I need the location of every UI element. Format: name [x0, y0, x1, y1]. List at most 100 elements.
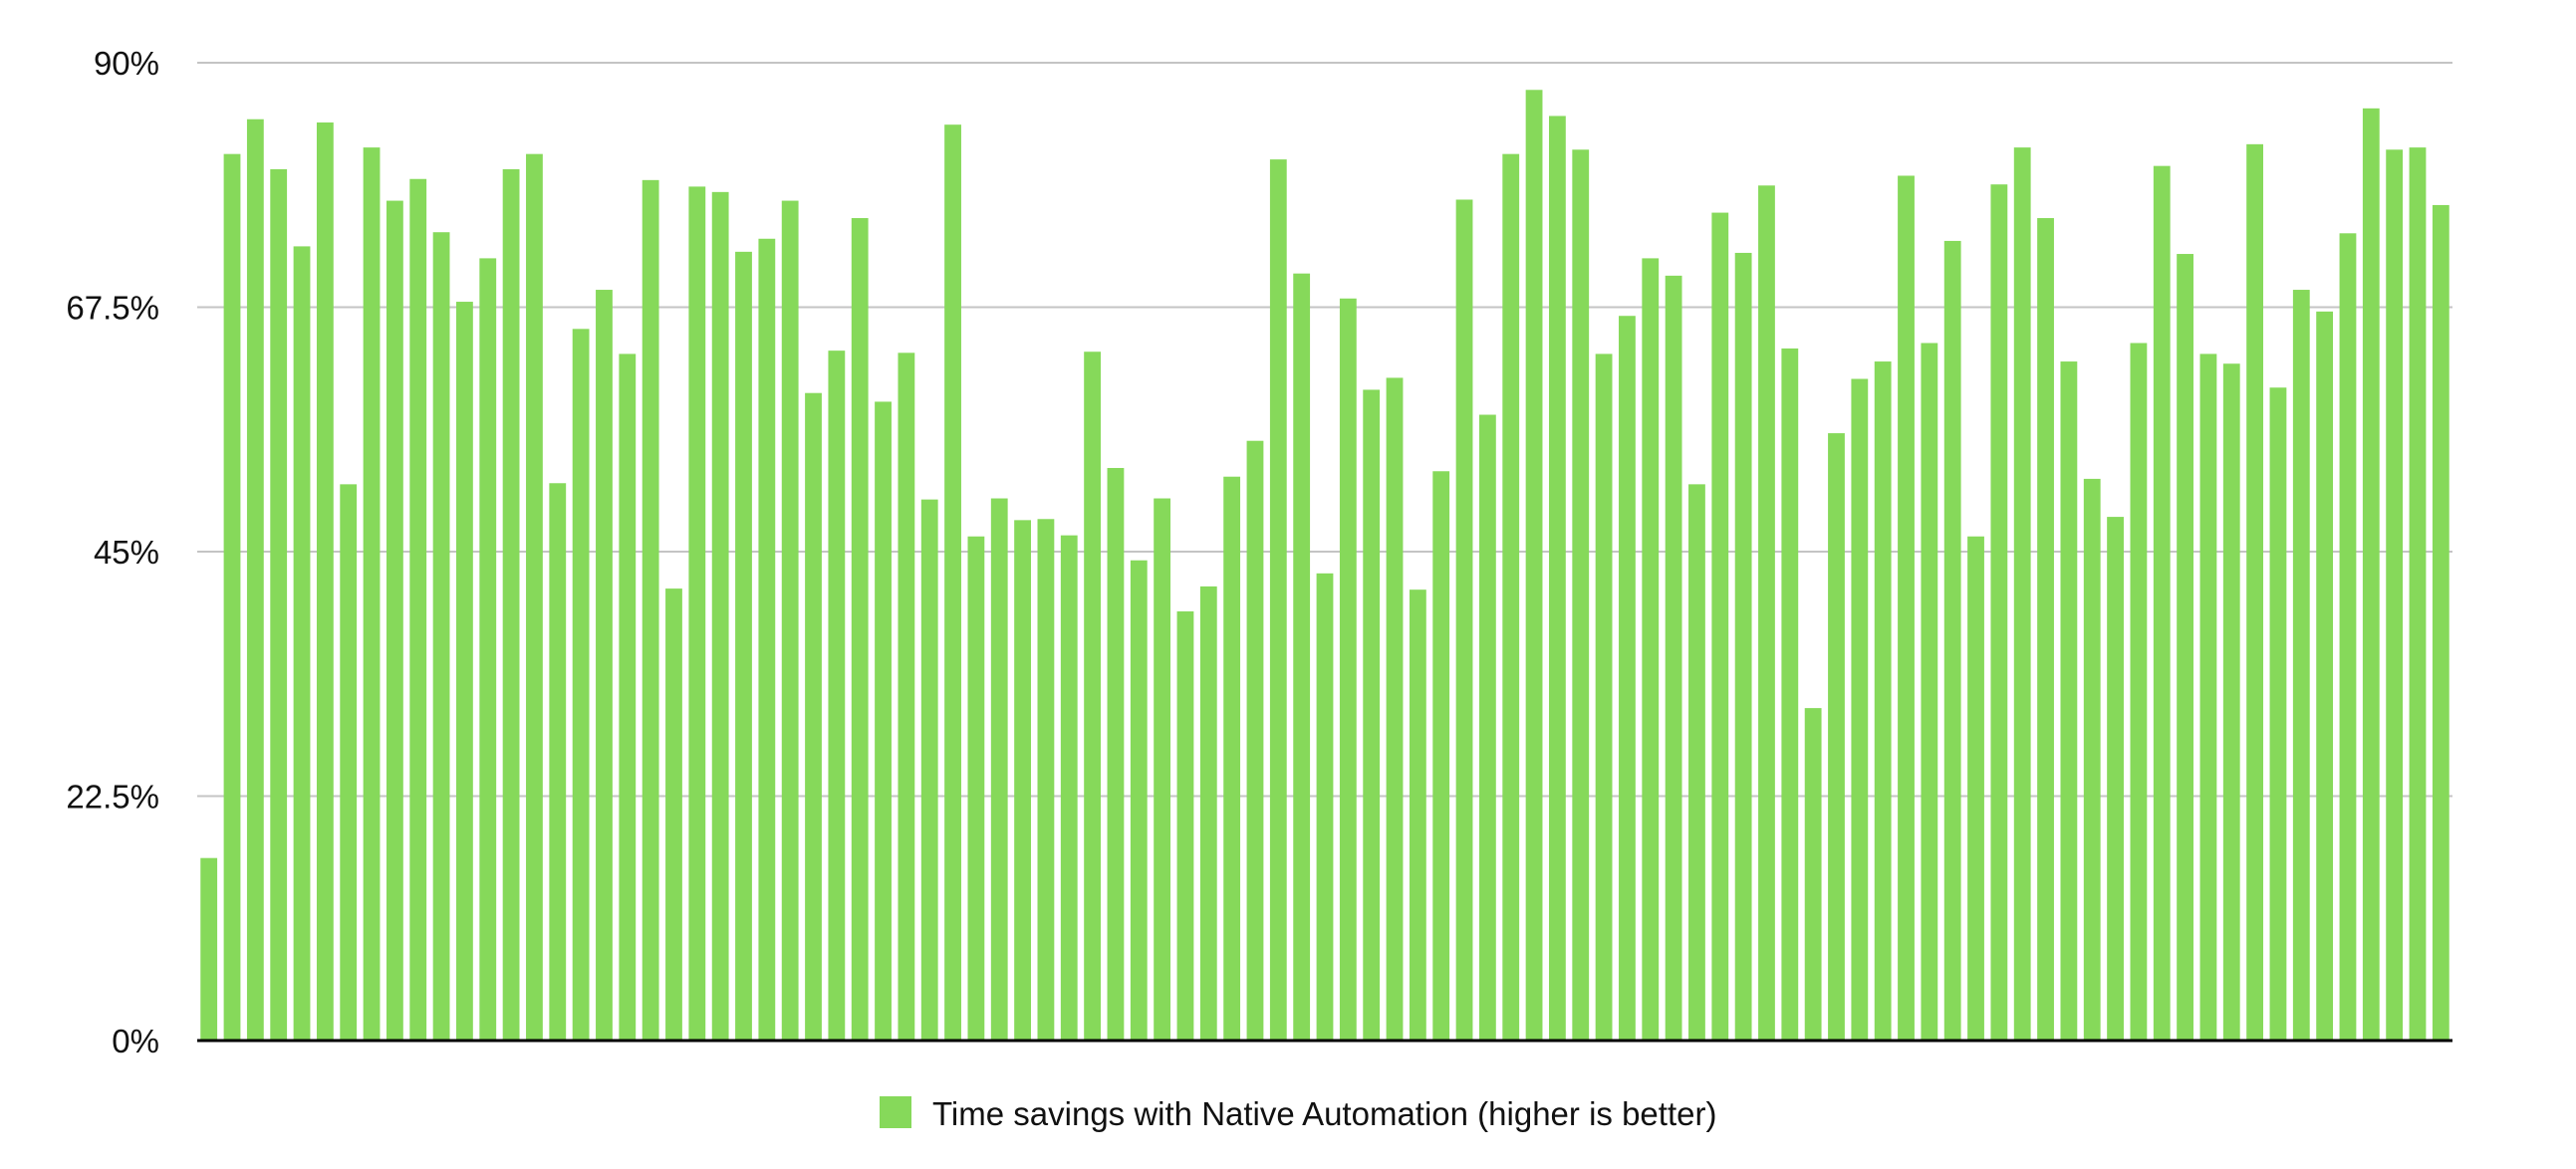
bar [1339, 298, 1357, 1041]
y-tick-label: 45% [94, 534, 159, 571]
bar [2013, 147, 2031, 1041]
bar [1409, 589, 1426, 1041]
bar [2409, 147, 2427, 1041]
y-tick-label: 0% [112, 1023, 159, 1059]
bar [1223, 476, 1241, 1041]
bar [1525, 90, 1543, 1042]
bar [1688, 484, 1705, 1042]
bar [572, 329, 590, 1041]
bar [1967, 536, 1984, 1041]
bar [2107, 517, 2124, 1041]
bar [479, 258, 497, 1041]
bar [2362, 108, 2380, 1042]
bars [200, 90, 2449, 1042]
bar [502, 168, 520, 1041]
bar [526, 153, 543, 1042]
bar [432, 232, 450, 1042]
bar [1060, 535, 1078, 1041]
bar [1595, 353, 1613, 1041]
bar [1293, 273, 1311, 1042]
bar [2292, 290, 2310, 1041]
bar [1548, 116, 1566, 1041]
bar [990, 498, 1008, 1042]
bar [1130, 560, 1148, 1041]
bar [340, 484, 358, 1042]
bar [1943, 240, 1961, 1042]
y-tick-label: 67.5% [66, 290, 159, 327]
bar [735, 251, 752, 1041]
legend-swatch [880, 1096, 911, 1128]
bar [2222, 363, 2240, 1041]
bar [711, 191, 729, 1041]
bar [293, 246, 311, 1042]
bar [1084, 351, 1102, 1041]
bar [363, 147, 381, 1041]
bar [1502, 153, 1520, 1042]
bar [246, 118, 264, 1041]
bar [619, 353, 637, 1041]
legend-label: Time savings with Native Automation (hig… [932, 1095, 1716, 1132]
bar [781, 200, 799, 1041]
bar [805, 392, 822, 1042]
bar [200, 857, 218, 1041]
bar [1851, 378, 1869, 1042]
bar [270, 168, 288, 1041]
bar [665, 588, 682, 1041]
bar [2060, 361, 2078, 1041]
bar [409, 178, 427, 1041]
bar [1455, 199, 1473, 1042]
bar [549, 483, 567, 1041]
bar [758, 238, 776, 1041]
bar [1781, 348, 1799, 1041]
bar [596, 290, 613, 1041]
bar [316, 122, 334, 1041]
bar [1478, 414, 1496, 1041]
bar [1874, 361, 1892, 1041]
bar [1990, 184, 2008, 1041]
bar [2432, 204, 2449, 1042]
bar [1711, 212, 1729, 1041]
bar [2316, 311, 2334, 1041]
bar [1176, 611, 1194, 1041]
bar [851, 218, 869, 1042]
bar [2130, 343, 2148, 1041]
bar [456, 302, 473, 1041]
bar [2177, 254, 2193, 1042]
bar [1269, 159, 1287, 1041]
legend: Time savings with Native Automation (hig… [880, 1095, 1716, 1132]
bar [1014, 520, 1031, 1041]
bar [1246, 440, 1264, 1041]
bar [967, 536, 985, 1041]
bar [223, 153, 241, 1042]
y-tick-label: 90% [94, 45, 159, 82]
bar [2153, 165, 2171, 1042]
bar [2386, 149, 2404, 1042]
bar [2037, 218, 2054, 1042]
bar [2339, 233, 2357, 1041]
y-tick-label: 22.5% [66, 779, 159, 816]
bar [1386, 377, 1404, 1041]
bar [1921, 343, 1938, 1041]
bar [2083, 478, 2101, 1041]
bar [1154, 498, 1171, 1042]
bar [2199, 353, 2217, 1041]
bar [1037, 519, 1055, 1041]
bar [1665, 275, 1682, 1041]
bar [1758, 185, 1775, 1042]
bar [1107, 467, 1125, 1041]
bar [2269, 387, 2287, 1042]
bar [875, 401, 892, 1042]
bar [1619, 316, 1636, 1041]
bar [898, 352, 915, 1041]
bar [1828, 433, 1845, 1042]
bar [386, 200, 403, 1041]
bar [1898, 175, 1915, 1041]
bar [642, 179, 659, 1042]
bar [1572, 149, 1590, 1042]
bar [1432, 471, 1450, 1041]
axes: 0% 22.5% 45% 67.5% 90% [66, 45, 2452, 1059]
bar [828, 351, 846, 1042]
bar [944, 124, 961, 1041]
